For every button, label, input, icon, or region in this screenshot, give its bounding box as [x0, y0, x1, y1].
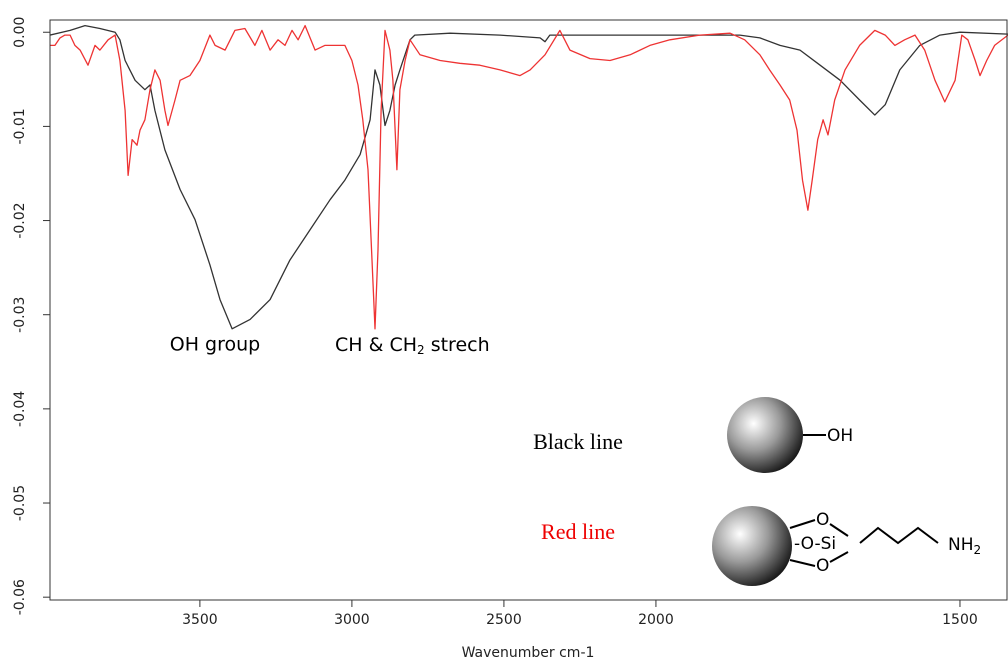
y-tick-label: -0.06 — [12, 579, 28, 615]
x-tick-label: 2500 — [486, 612, 522, 628]
series-line — [50, 24, 1008, 330]
y-tick-label: 0.00 — [12, 17, 28, 48]
x-tick-label: 2000 — [638, 612, 674, 628]
y-tick-label: -0.04 — [12, 391, 28, 427]
chain — [859, 526, 939, 545]
x-tick-label: 3000 — [334, 612, 370, 628]
plot-frame — [49, 19, 1008, 601]
x-tick-label: 1500 — [942, 612, 978, 628]
plot-area — [50, 24, 1008, 330]
annotation-text: CH & CH — [335, 334, 417, 356]
legend-label: Black line — [533, 429, 623, 454]
chem-sub: 2 — [974, 543, 982, 557]
chem-label: O — [816, 510, 829, 530]
chem-label: NH2 — [948, 535, 981, 557]
x-axis-label: Wavenumber cm-1 — [462, 645, 595, 661]
legend: Black line Red line — [533, 429, 623, 544]
legend-label: Red line — [541, 519, 615, 544]
annotation-tail: strech — [425, 334, 490, 356]
series-line — [50, 24, 1008, 330]
y-tick-label: -0.03 — [12, 297, 28, 333]
y-tick-label: -0.01 — [12, 108, 28, 144]
bond — [829, 523, 849, 537]
annotation: CH & CH2 strech — [335, 334, 490, 357]
annotation: OH group — [170, 334, 260, 356]
chem-label: O — [816, 556, 829, 576]
sphere — [727, 397, 803, 473]
chem-label: OH — [827, 426, 853, 446]
bond — [829, 551, 849, 563]
bond — [789, 519, 816, 529]
chem-text: NH — [948, 535, 974, 555]
x-tick-label: 3500 — [182, 612, 218, 628]
y-tick-label: -0.02 — [12, 202, 28, 238]
sphere — [712, 506, 792, 586]
y-tick-label: -0.05 — [12, 485, 28, 521]
chem-label: -O-Si — [794, 534, 836, 554]
annotation-sub: 2 — [417, 343, 425, 357]
structure-hydroxyl: OH — [727, 397, 853, 473]
structure-aminosilane: O -O-Si O NH2 — [712, 506, 981, 586]
bond — [789, 559, 816, 567]
